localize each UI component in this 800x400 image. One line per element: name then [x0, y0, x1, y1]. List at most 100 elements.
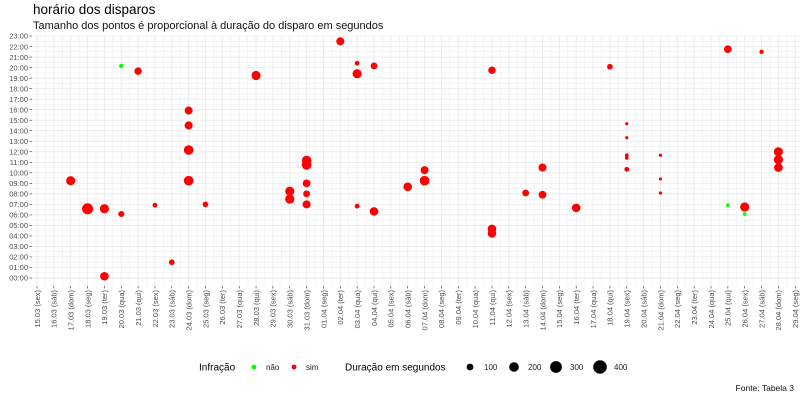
data-point-sim — [66, 176, 76, 186]
x-tick-label: 19.04 (sex) — [623, 290, 632, 328]
data-point-sim — [624, 153, 629, 158]
y-tick-label: 08:00 — [9, 190, 28, 199]
chart-title: horário dos disparos — [33, 2, 156, 17]
x-tick-label: 28.03 (qui) — [252, 290, 261, 326]
data-point-sim — [285, 194, 295, 204]
data-point-sim — [285, 186, 295, 196]
x-tick-label: 13.04 (sáb) — [521, 290, 530, 328]
data-point-sim — [118, 210, 125, 218]
data-point-sim — [774, 163, 783, 172]
data-point-sim — [202, 201, 209, 208]
x-tick-label: 22.03 (sex) — [151, 290, 160, 328]
x-tick-label: 20.03 (qua) — [117, 290, 126, 329]
legend-title-infracao: Infração — [199, 363, 236, 374]
x-tick-label: 31.03 (dom) — [302, 289, 311, 330]
legend-size-label: 300 — [570, 363, 584, 372]
data-point-sim — [302, 200, 311, 209]
y-tick-label: 02:00 — [9, 253, 28, 262]
y-tick-label: 18:00 — [9, 84, 28, 93]
legend-label-nao: não — [266, 363, 280, 372]
data-point-sim — [100, 271, 109, 281]
data-point-sim — [251, 70, 261, 81]
x-tick-label: 07.04 (dom) — [420, 289, 429, 330]
y-tick-label: 10:00 — [9, 169, 28, 178]
x-tick-label: 24.03 (dom) — [184, 289, 193, 330]
data-point-sim — [184, 106, 193, 115]
data-point-sim — [571, 203, 581, 213]
x-tick-label: 09.04 (ter) — [454, 290, 463, 325]
legend-size-label: 400 — [614, 363, 628, 372]
data-point-sim — [607, 63, 613, 70]
data-point-sim — [184, 121, 193, 130]
data-point-sim — [419, 175, 430, 186]
data-point-sim — [740, 202, 750, 212]
x-tick-label: 26.03 (ter) — [218, 290, 227, 325]
x-tick-label: 26.04 (sex) — [741, 290, 750, 328]
data-point-sim — [624, 156, 629, 160]
data-point-sim — [488, 66, 496, 74]
x-tick-label: 20.04 (sáb) — [639, 290, 648, 328]
x-tick-label: 16.03 (sáb) — [50, 290, 59, 328]
data-point-sim — [134, 67, 142, 75]
y-tick-label: 23:00 — [9, 32, 28, 41]
y-tick-label: 04:00 — [9, 232, 28, 241]
data-point-sim — [152, 202, 158, 208]
y-tick-label: 22:00 — [9, 42, 28, 51]
x-tick-label: 28.04 (dom) — [774, 289, 783, 330]
y-tick-label: 05:00 — [9, 221, 28, 230]
data-point-sim — [420, 166, 429, 175]
y-tick-label: 15:00 — [9, 116, 28, 125]
data-point-sim — [302, 179, 311, 188]
legend-size-label: 100 — [484, 363, 498, 372]
x-tick-label: 21.04 (dom) — [656, 289, 665, 330]
x-tick-label: 15.04 (seg) — [555, 290, 564, 328]
x-tick-label: 25.03 (seg) — [201, 290, 210, 328]
x-tick-label: 05.04 (sex) — [387, 290, 396, 328]
x-tick-label: 18.03 (seg) — [83, 290, 92, 328]
legend: Infração não sim Duração em segundos 100 200 3… — [199, 360, 628, 374]
data-point-nao — [119, 63, 124, 68]
chart-subtitle: Tamanho dos pontos é proporcional à dura… — [33, 20, 384, 32]
x-tick-label: 23.04 (ter) — [690, 290, 699, 325]
x-tick-label: 23.03 (sáb) — [168, 290, 177, 328]
legend-size-key — [509, 362, 519, 372]
y-tick-label: 11:00 — [10, 158, 28, 167]
legend-size-key — [466, 363, 474, 371]
data-point-sim — [99, 204, 109, 214]
y-tick-label: 13:00 — [9, 137, 28, 146]
x-tick-label: 15.03 (sex) — [33, 290, 42, 328]
data-point-sim — [658, 153, 663, 157]
data-point-sim — [183, 175, 194, 186]
x-tick-label: 01.04 (seg) — [319, 290, 328, 328]
y-tick-label: 21:00 — [9, 53, 28, 62]
data-point-sim — [773, 147, 783, 157]
x-tick-label: 06.04 (sáb) — [404, 290, 413, 328]
data-point-sim — [168, 259, 175, 266]
x-tick-label: 30.03 (sáb) — [286, 290, 295, 328]
x-tick-label: 12.04 (sex) — [505, 290, 514, 328]
data-point-sim — [723, 45, 732, 54]
data-points — [66, 37, 783, 281]
y-tick-label: 12:00 — [9, 147, 28, 156]
legend-size-label: 200 — [528, 363, 542, 372]
x-tick-label: 24.04 (qua) — [707, 290, 716, 329]
legend-size-key — [550, 361, 562, 373]
data-point-sim — [759, 49, 764, 54]
data-point-sim — [303, 190, 310, 198]
x-tick-label: 16.04 (ter) — [572, 290, 581, 325]
x-tick-label: 27.04 (sáb) — [757, 290, 766, 328]
data-point-sim — [773, 155, 783, 165]
x-tick-label: 18.04 (qui) — [606, 290, 615, 326]
data-point-sim — [625, 136, 629, 140]
data-point-sim — [522, 189, 530, 197]
x-tick-label: 19.03 (ter) — [100, 290, 109, 325]
x-tick-label: 29.04 (seg) — [791, 290, 800, 328]
x-tick-label: 08.04 (seg) — [437, 290, 446, 328]
legend-size-key — [593, 360, 607, 374]
data-point-sim — [354, 203, 360, 209]
legend-key-sim — [291, 364, 297, 370]
y-tick-label: 09:00 — [9, 179, 28, 188]
data-point-sim — [354, 60, 360, 66]
legend-key-nao — [251, 364, 257, 370]
